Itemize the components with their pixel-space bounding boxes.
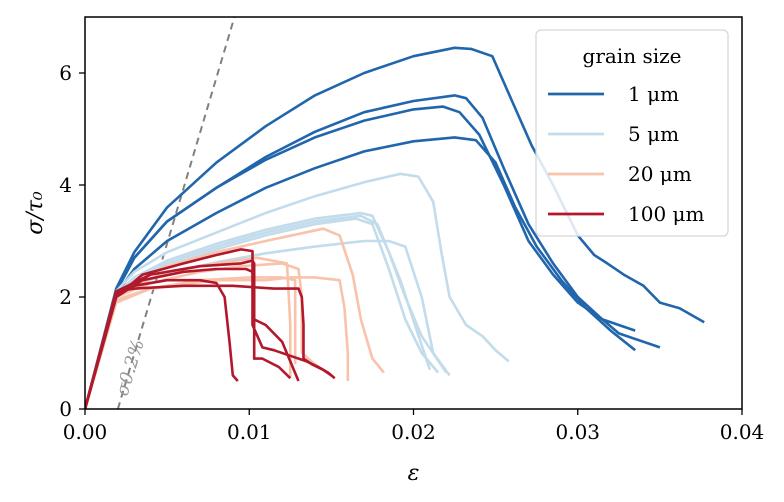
- series-line-16: [85, 259, 300, 409]
- series-line-4: [85, 172, 510, 409]
- axes: 0.00 0.01 0.02 0.03 0.04 0 2 4 6 ε σ/τ₀: [23, 61, 764, 486]
- y-axis-label: σ/τ₀: [23, 191, 48, 235]
- series-line-2: [85, 105, 636, 409]
- x-axis-label: ε: [408, 461, 420, 486]
- y-tick-label: 0: [59, 397, 72, 421]
- legend-entry-label: 1 μm: [628, 82, 679, 106]
- series-line-15: [85, 267, 292, 409]
- y-tick-label: 6: [59, 61, 72, 85]
- x-tick-label: 0.01: [227, 420, 272, 444]
- legend-entry-label: 20 μm: [628, 162, 692, 186]
- y-tick-label: 2: [59, 285, 72, 309]
- series-line-18: [85, 284, 333, 409]
- series-line-3: [85, 136, 637, 409]
- legend-entry-label: 5 μm: [628, 122, 679, 146]
- series-line-17: [85, 278, 239, 409]
- legend-box: [535, 29, 729, 237]
- x-tick-label: 0.00: [63, 420, 108, 444]
- series-line-0: [85, 46, 705, 409]
- offset-annotation-label: σ0.2%: [112, 337, 149, 399]
- series-line-12: [85, 276, 297, 409]
- x-tick-label: 0.02: [391, 420, 436, 444]
- x-tick-label: 0.03: [555, 420, 600, 444]
- offset-line-0-2-percent: [116, 17, 236, 409]
- legend-entry-label: 100 μm: [628, 202, 705, 226]
- legend: grain size 1 μm 5 μm 20 μm 100 μm: [535, 29, 729, 237]
- x-tick-label: 0.04: [720, 420, 765, 444]
- series-line-13: [85, 276, 350, 409]
- chart-marks: σ0.2%: [85, 17, 705, 409]
- y-tick-label: 4: [59, 173, 72, 197]
- legend-title: grain size: [583, 44, 682, 68]
